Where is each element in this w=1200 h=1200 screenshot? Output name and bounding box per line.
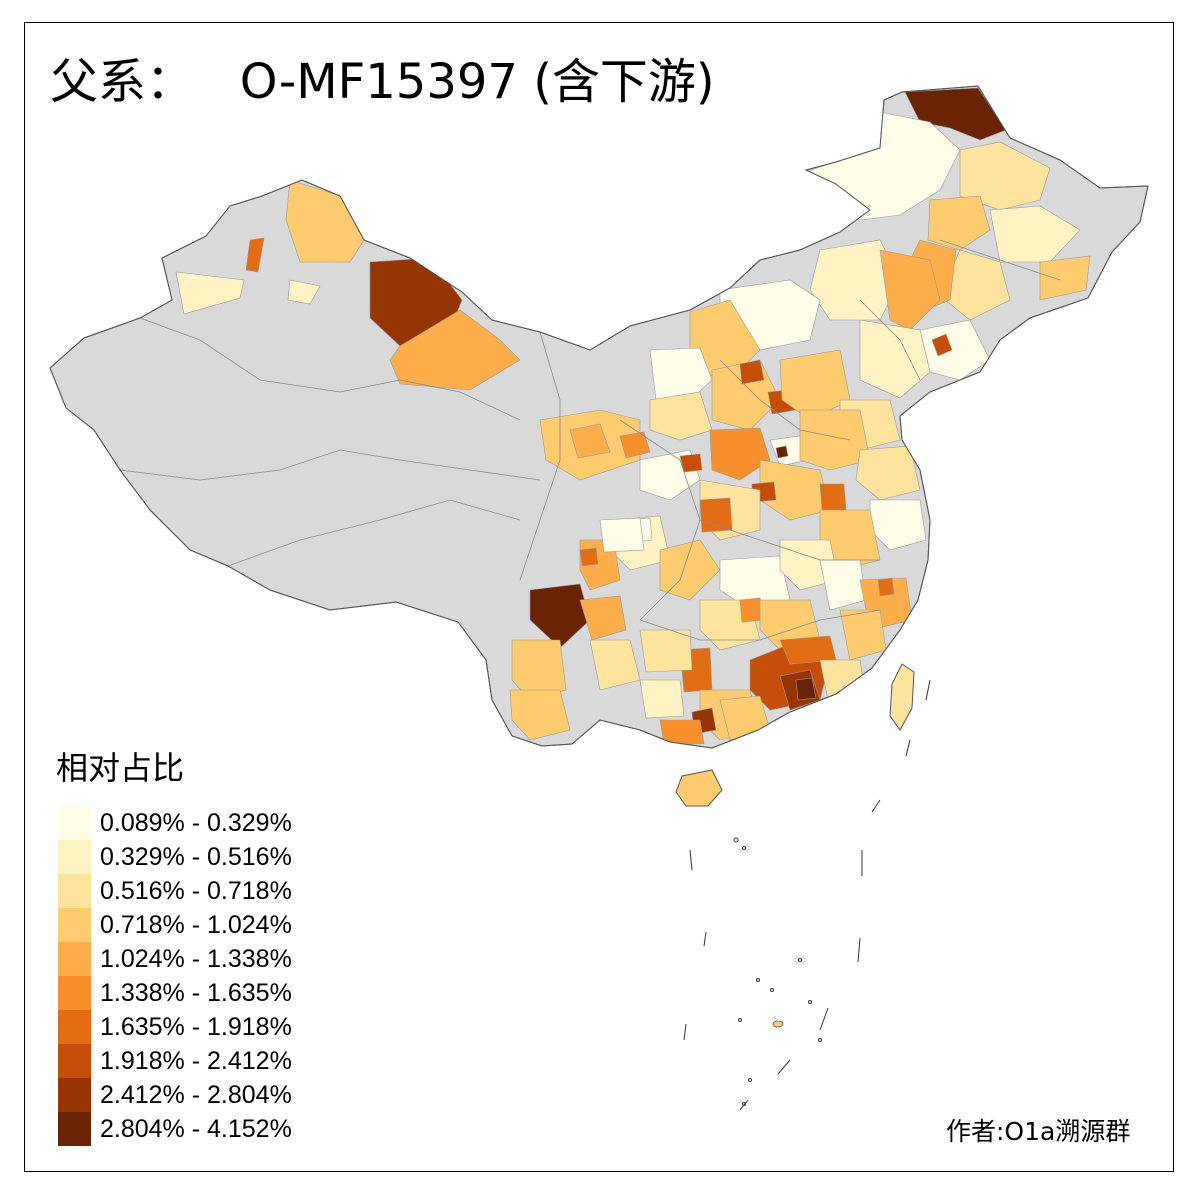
prefecture-region (739, 359, 765, 385)
island-mark (772, 1020, 784, 1028)
legend-title: 相对占比 (56, 749, 185, 787)
prefecture-region (775, 445, 789, 459)
taiwan-island (889, 663, 915, 731)
map-title: 父系： O-MF15397 (含下游) (50, 54, 715, 110)
prefecture-region (619, 431, 651, 459)
legend-item: 0.089% - 0.329% (58, 806, 348, 840)
legend-swatch (58, 840, 91, 874)
legend-swatch (58, 942, 91, 976)
prefecture-region (287, 279, 321, 305)
legend-item: 1.918% - 2.412% (58, 1044, 348, 1078)
legend-swatch (58, 1078, 91, 1112)
legend-item: 0.516% - 0.718% (58, 874, 348, 908)
prefecture-region (389, 309, 521, 391)
prefecture-region (959, 141, 1051, 211)
legend-item: 1.338% - 1.635% (58, 976, 348, 1010)
legend-swatch (58, 806, 91, 840)
prefecture-region (639, 679, 685, 719)
prefecture-region (569, 423, 611, 459)
hainan-island (675, 769, 723, 807)
author-credit: 作者:O1a溯源群 (946, 1117, 1131, 1146)
prefecture-region (285, 179, 365, 263)
legend-swatch (58, 1112, 91, 1146)
legend-item: 0.329% - 0.516% (58, 840, 348, 874)
legend-label: 0.089% - 0.329% (100, 809, 292, 837)
prefecture-region (245, 237, 265, 273)
legend-swatch (58, 976, 91, 1010)
legend-label: 1.024% - 1.338% (100, 945, 292, 973)
legend-label: 1.635% - 1.918% (100, 1013, 292, 1041)
prefecture-region (579, 595, 627, 641)
legend-swatch (58, 908, 91, 942)
legend-label: 0.329% - 0.516% (100, 843, 292, 871)
prefecture-region (859, 319, 931, 399)
prefecture-region (509, 689, 571, 741)
prefecture-region (795, 677, 817, 701)
legend-swatch (58, 1044, 91, 1078)
legend-label: 0.516% - 0.718% (100, 877, 292, 905)
prefecture-region (989, 205, 1081, 263)
prefecture-region (931, 333, 953, 357)
prefecture-region (175, 271, 245, 315)
prefecture-region (679, 453, 703, 473)
legend-swatch (58, 874, 91, 908)
prefecture-regions (175, 87, 1091, 745)
prefecture-region (855, 445, 921, 501)
prefecture-region (927, 195, 991, 251)
prefecture-region (579, 547, 599, 567)
legend-swatch (58, 1010, 91, 1044)
province-borders (119, 239, 1061, 641)
legend-label: 0.718% - 1.024% (100, 911, 292, 939)
south-china-sea-islands (683, 679, 931, 1111)
prefecture-region (879, 249, 941, 331)
prefecture-region (819, 483, 847, 511)
prefecture-region (659, 719, 705, 745)
legend-label: 1.338% - 1.635% (100, 979, 292, 1007)
legend-label: 2.412% - 2.804% (100, 1081, 292, 1109)
map-frame (24, 22, 1174, 1172)
legend-item: 0.718% - 1.024% (58, 908, 348, 942)
prefecture-region (1039, 255, 1091, 301)
prefecture-region (529, 583, 591, 649)
legend-item: 1.635% - 1.918% (58, 1010, 348, 1044)
legend-item: 2.412% - 2.804% (58, 1078, 348, 1112)
legend-item: 1.024% - 1.338% (58, 942, 348, 976)
prefecture-region (877, 577, 895, 597)
legend-item: 2.804% - 4.152% (58, 1112, 348, 1146)
legend-label: 1.918% - 2.412% (100, 1047, 292, 1075)
legend-label: 2.804% - 4.152% (100, 1115, 292, 1143)
prefecture-region (649, 347, 713, 401)
prefecture-region (699, 497, 733, 533)
prefecture-region (709, 427, 771, 481)
prefecture-region (599, 517, 645, 553)
prefecture-region (639, 629, 693, 673)
prefecture-region (649, 391, 713, 441)
prefecture-region (799, 409, 871, 471)
prefecture-region (819, 659, 867, 711)
